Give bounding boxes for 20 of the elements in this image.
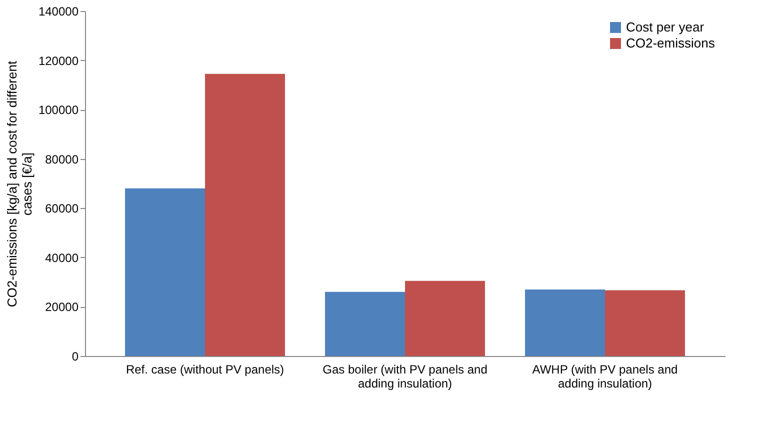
- bar: [125, 188, 205, 356]
- y-tick-label: 100000: [38, 103, 79, 118]
- legend-label: CO2-emissions: [626, 36, 716, 50]
- bar: [605, 290, 685, 356]
- x-tick-label: AWHP (with PV panels and adding insulation): [532, 362, 678, 390]
- x-tick-label: Ref. case (without PV panels): [126, 362, 284, 376]
- bar: [525, 289, 605, 356]
- legend-label: Cost per year: [626, 20, 705, 34]
- y-tick-label: 120000: [38, 54, 79, 68]
- y-tick-label: 20000: [45, 300, 79, 314]
- y-tick-label: 40000: [45, 250, 79, 265]
- y-axis-title: CO2-emissions [kg/a] and cost for different cases [€/a]: [4, 60, 34, 308]
- bar: [405, 280, 485, 356]
- x-tick-label: Gas boiler (with PV panels and adding insulation): [322, 362, 488, 390]
- y-tick-label: 60000: [45, 202, 79, 216]
- bar: [205, 74, 285, 356]
- y-tick-label: 0: [72, 350, 79, 364]
- bar: [325, 292, 405, 356]
- y-tick-label: 140000: [38, 4, 79, 18]
- y-tick-label: 80000: [45, 152, 79, 166]
